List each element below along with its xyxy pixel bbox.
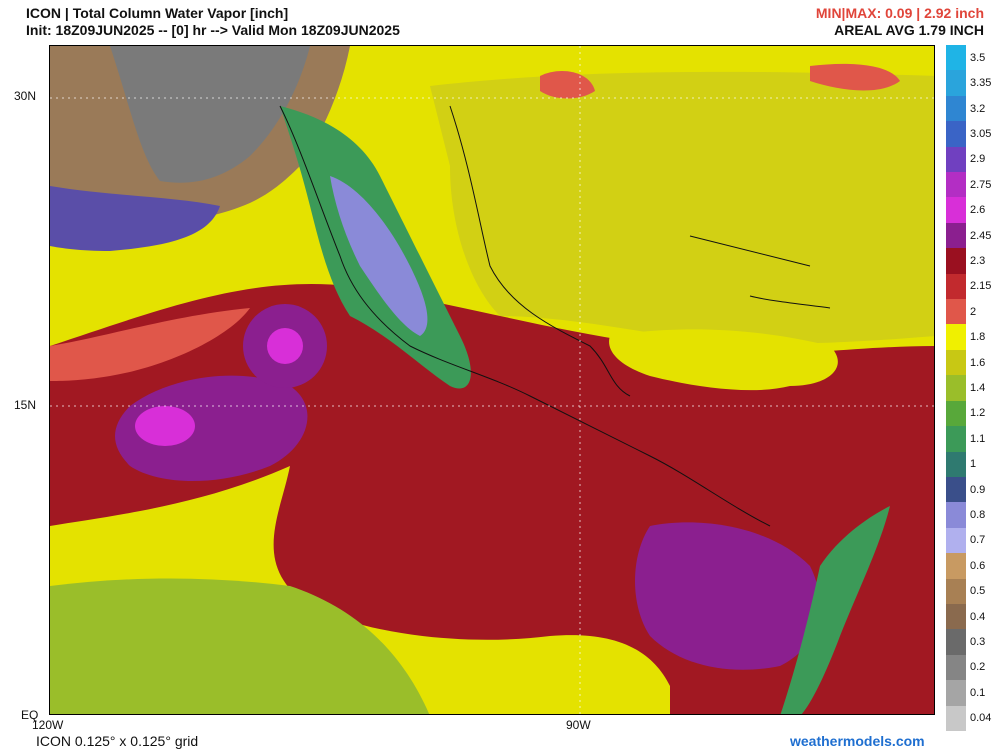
colorbar-swatch	[946, 426, 966, 453]
colorbar-label: 0.04	[970, 712, 992, 725]
colorbar-label: 2.9	[970, 153, 986, 166]
colorbar	[946, 45, 966, 732]
andes-ridge	[780, 506, 890, 714]
colorbar-swatch	[946, 70, 966, 97]
lon-label-120w: 120W	[32, 718, 64, 732]
lat-label-eq: EQ	[21, 708, 39, 722]
colorbar-swatch	[946, 146, 966, 173]
gulf-coast-moisture	[540, 71, 595, 99]
colorbar-swatch	[946, 375, 966, 402]
water-vapor-map	[49, 45, 935, 715]
source-credit-link[interactable]: weathermodels.com	[790, 733, 925, 749]
colorbar-swatch	[946, 222, 966, 249]
grid-resolution-note: ICON 0.125° x 0.125° grid	[36, 733, 199, 749]
colorbar-swatch	[946, 553, 966, 580]
coastline-pacific	[279, 105, 771, 527]
colorbar-label: 2.3	[970, 254, 986, 267]
colorbar-swatch	[946, 324, 966, 351]
areal-average-readout: AREAL AVG 1.79 INCH	[834, 22, 984, 38]
colorbar-swatch	[946, 705, 966, 732]
eastern-pacific-storm-system	[115, 375, 308, 481]
colorbar-swatch	[946, 273, 966, 300]
init-valid-time: Init: 18Z09JUN2025 -- [0] hr --> Valid M…	[26, 22, 400, 38]
min-max-readout: MIN|MAX: 0.09 | 2.92 inch	[815, 5, 984, 21]
colorbar-labels: 3.5 3.35 3.2 3.05 2.9 2.75 2.6 2.45 2.3 2.15 2 1.8 1…	[970, 45, 1000, 731]
southern-pacific-dry	[50, 578, 430, 714]
colorbar-label: 1.1	[970, 432, 986, 445]
colorbar-swatch	[946, 248, 966, 275]
colorbar-label: 1.6	[970, 356, 986, 369]
caribbean-moisture	[609, 329, 838, 391]
colorbar-swatch	[946, 476, 966, 503]
dry-air-tongue	[50, 186, 220, 251]
lon-label-90w: 90W	[566, 718, 591, 732]
caribbean-islands	[689, 235, 831, 309]
storm-moisture-max	[135, 406, 195, 446]
atlantic-moisture	[810, 63, 900, 91]
colorbar-label: 1.4	[970, 382, 986, 394]
colorbar-label: 3.5	[970, 51, 986, 64]
gulf-moisture-region	[430, 71, 934, 344]
colorbar-swatch	[946, 578, 966, 605]
colorbar-label: 3.05	[970, 127, 992, 140]
colorbar-label: 2.45	[970, 229, 992, 242]
mexican-plateau-dry	[330, 176, 428, 336]
colorbar-label: 0.4	[970, 610, 986, 623]
colorbar-swatch	[946, 654, 966, 681]
tropical-cyclone-eye-region	[267, 328, 303, 364]
lat-label-30n: 30N	[14, 89, 37, 103]
colorbar-swatch	[946, 95, 966, 122]
colorbar-swatch	[946, 629, 966, 656]
colorbar-label: 3.2	[970, 102, 986, 115]
colorbar-label: 0.3	[970, 636, 986, 649]
colorbar-label: 0.5	[970, 585, 986, 598]
colorbar-swatch	[946, 172, 966, 198]
colorbar-swatch	[946, 451, 966, 478]
lat-label-15n: 15N	[14, 398, 37, 412]
colorbar-label: 0.8	[970, 509, 986, 522]
colorbar-label: 2.75	[970, 178, 992, 191]
colorbar-label: 0.7	[970, 534, 986, 547]
colorbar-swatch	[946, 121, 966, 148]
colorbar-label: 1	[970, 458, 977, 471]
colorbar-swatch	[946, 502, 966, 529]
colorbar-swatch	[946, 197, 966, 224]
colorbar-swatch	[946, 400, 966, 427]
dry-air-core	[110, 46, 310, 183]
colorbar-label: 2	[970, 305, 977, 318]
colorbar-label: 1.2	[970, 407, 986, 420]
pacific-moisture-edge	[50, 308, 250, 381]
colorbar-label: 3.35	[970, 77, 992, 90]
colorbar-swatch	[946, 45, 966, 71]
colorbar-label: 0.6	[970, 559, 986, 572]
colorbar-swatch	[946, 299, 966, 325]
colombian-pacific-moisture	[635, 522, 820, 670]
colorbar-swatch	[946, 349, 966, 376]
colorbar-label: 2.6	[970, 204, 986, 217]
colorbar-label: 0.9	[970, 483, 986, 496]
colorbar-swatch	[946, 527, 966, 554]
colorbar-swatch	[946, 680, 966, 707]
colorbar-label: 1.8	[970, 331, 986, 344]
colorbar-label: 0.1	[970, 686, 986, 699]
chart-title: ICON | Total Column Water Vapor [inch]	[26, 5, 289, 21]
colorbar-swatch	[946, 603, 966, 630]
coastline-gulf	[449, 105, 631, 397]
colorbar-label: 0.2	[970, 661, 986, 674]
colorbar-label: 2.15	[970, 280, 992, 293]
